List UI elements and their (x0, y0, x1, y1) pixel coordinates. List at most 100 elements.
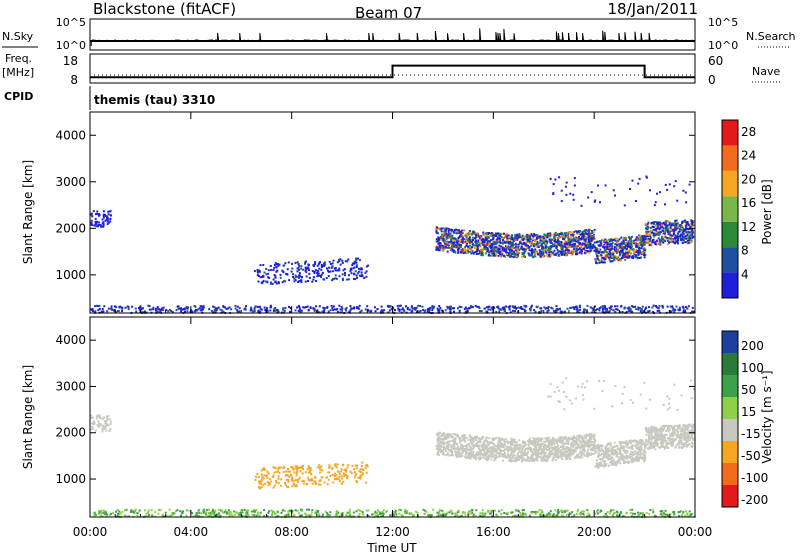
echo-cell (235, 512, 238, 515)
echo-cell (536, 253, 539, 256)
echo-cell (608, 256, 610, 259)
echo-cell (263, 509, 265, 511)
echo-cell (302, 306, 305, 309)
echo-cell (306, 468, 309, 471)
echo-cell (595, 510, 598, 513)
echo-cell (257, 275, 260, 277)
echo-cell (550, 446, 553, 449)
echo-cell (643, 252, 646, 255)
echo-cell (519, 307, 522, 310)
echo-cell (522, 238, 524, 241)
echo-cell (177, 307, 180, 310)
echo-cell (546, 240, 549, 243)
echo-cell (563, 232, 566, 235)
echo-cell (276, 269, 279, 272)
echo-cell (599, 243, 602, 246)
echo-cell (611, 255, 614, 258)
echo-cell (294, 309, 297, 312)
echo-cell (542, 236, 545, 239)
echo-cell (529, 309, 532, 312)
echo-cell (681, 512, 684, 515)
echo-cell (659, 513, 662, 516)
echo-cell (554, 231, 557, 234)
echo-cell (593, 249, 596, 252)
echo-cell (475, 242, 478, 245)
echo-cell (465, 310, 468, 313)
echo-cell (298, 466, 300, 469)
echo-cell (552, 183, 555, 186)
echo-cell (445, 238, 448, 240)
echo-cell (677, 511, 680, 514)
echo-cell (594, 199, 597, 202)
echo-cell (604, 256, 607, 259)
echo-cell (526, 458, 529, 461)
echo-cell (147, 509, 150, 512)
echo-cell (236, 305, 239, 308)
echo-cell (454, 251, 457, 254)
echo-cell (374, 306, 376, 309)
echo-cell (97, 225, 100, 228)
range-tick-label: 4000 (55, 128, 86, 142)
echo-cell (448, 241, 451, 244)
echo-cell (298, 476, 301, 479)
echo-cell (674, 180, 677, 183)
echo-cell (547, 309, 550, 312)
echo-cell (673, 513, 676, 516)
echo-cell (144, 509, 147, 512)
echo-cell (658, 309, 660, 312)
echo-cell (612, 253, 614, 256)
echo-cell (343, 469, 346, 471)
echo-cell (675, 438, 678, 441)
echo-cell (673, 230, 676, 233)
echo-cell (626, 307, 629, 310)
echo-cell (267, 269, 270, 272)
echo-cell (101, 307, 104, 310)
echo-cell (456, 307, 459, 310)
echo-cell (640, 256, 642, 259)
echo-cell (594, 440, 597, 443)
echo-cell (690, 434, 693, 436)
echo-cell (414, 309, 417, 311)
echo-cell (316, 272, 319, 274)
echo-cell (201, 307, 204, 310)
echo-cell (523, 237, 526, 240)
echo-cell (648, 441, 651, 444)
echo-cell (354, 474, 357, 477)
echo-cell (289, 307, 292, 310)
echo-cell (484, 252, 487, 255)
echo-cell (624, 242, 627, 245)
echo-cell (507, 253, 510, 256)
echo-cell (562, 511, 565, 514)
echo-cell (446, 307, 449, 310)
echo-cell (98, 304, 101, 307)
echo-cell (117, 310, 120, 313)
echo-cell (636, 249, 639, 252)
echo-cell (422, 508, 425, 511)
echo-cell (445, 245, 448, 248)
echo-cell (591, 311, 594, 314)
echo-cell (318, 513, 321, 516)
echo-cell (593, 233, 595, 236)
echo-cell (692, 236, 695, 239)
echo-cell (560, 245, 563, 248)
echo-cell (590, 444, 593, 446)
echo-cell (640, 241, 643, 243)
echo-cell (243, 308, 246, 311)
echo-cell (539, 255, 542, 258)
echo-cell (565, 241, 568, 244)
echo-cell (95, 304, 98, 307)
echo-cell (460, 244, 462, 247)
echo-cell (558, 447, 561, 450)
echo-cell (691, 223, 694, 226)
echo-cell (601, 238, 604, 241)
echo-cell (485, 237, 488, 240)
echo-cell (550, 250, 553, 253)
echo-cell (437, 514, 440, 517)
noise-series (90, 28, 695, 46)
echo-cell (532, 249, 534, 252)
echo-cell (461, 241, 464, 244)
echo-cell (682, 510, 685, 513)
echo-cell (410, 306, 413, 309)
echo-cell (567, 232, 570, 235)
